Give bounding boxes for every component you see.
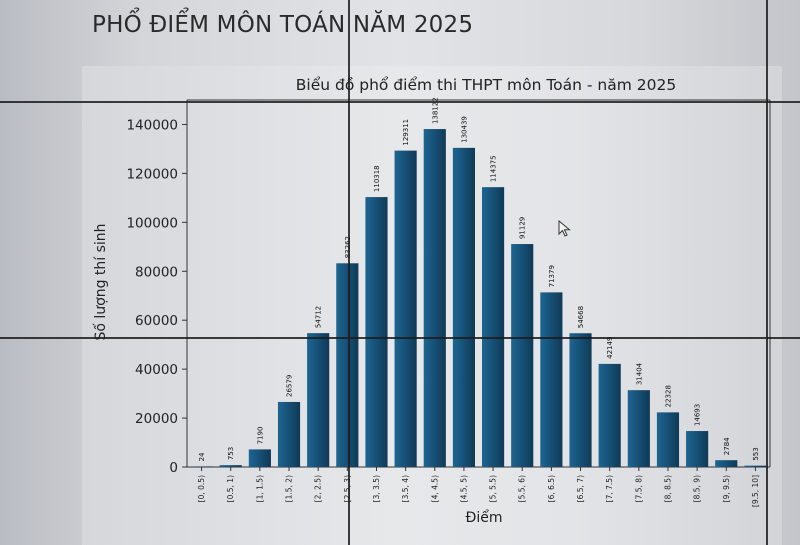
bar-value-label: 42149 [606,337,614,359]
x-tick-label: [2, 2.5) [314,475,323,502]
bar-value-label: 14693 [694,404,702,426]
x-tick-labels: [0, 0.5) [0.5, 1) [1, 1.5) [1.5, 2) [2, 2.5)… [197,475,760,507]
x-axis-label: Điểm [466,509,503,526]
y-tick-label: 120000 [126,166,178,182]
x-tick-label: [4, 4.5) [430,475,439,502]
y-tick-label: 80000 [135,264,178,280]
bar-value-label: 24 [198,452,206,461]
bar [336,263,359,467]
x-tick-label: [3, 3.5) [372,475,381,502]
y-tick-label: 100000 [126,215,178,231]
y-tick-label: 0 [169,460,178,476]
bar-value-label: 138122 [431,97,439,124]
y-tick-label: 60000 [135,313,178,329]
x-tick-label: [9.5, 10] [751,475,760,507]
overlay-horizontal-line-1 [0,101,800,103]
bar-value-label: 54712 [315,306,323,328]
bar-value-label: 22328 [664,385,672,407]
chart-axes [182,99,771,471]
bar-value-label: 553 [752,447,760,460]
overlay-vertical-line-1 [348,0,350,545]
x-tick-label: [0.5, 1) [226,475,235,502]
x-tick-label: [1.5, 2) [285,475,294,502]
bar [248,449,271,467]
bar-value-label: 753 [227,447,235,460]
y-tick-label: 140000 [126,117,178,133]
bar [569,333,592,467]
bar [598,363,621,467]
x-tick-label: [7.5, 8) [634,475,643,502]
bar [656,412,680,467]
x-tick-label: [8, 8.5) [663,475,672,502]
x-tick-label: [3.5, 4) [401,475,410,502]
x-tick-label: [7, 7.5) [605,475,614,502]
bar [307,333,330,467]
overlay-vertical-line-2 [766,0,768,545]
y-tick-label: 40000 [135,362,178,378]
bar [511,244,534,467]
bar-value-label: 91129 [519,217,527,239]
x-tick-label: [1, 1.5) [255,475,264,502]
bar [715,460,738,467]
bar [452,147,476,467]
bar [394,150,417,467]
bar-value-label: 2784 [723,437,731,455]
y-axis-label: Số lượng thí sinh [92,223,109,340]
chart-title: Biểu đồ phổ điểm thi THPT môn Toán - năm… [296,76,676,94]
x-tick-label: [5.5, 6) [518,475,527,502]
bar-value-labels: 24 753 7190 26579 54712 83262 110318 129311 1381… [198,97,760,461]
bar [686,431,709,467]
y-tick-label: 20000 [135,411,178,427]
bar [190,466,213,467]
slide-title: PHỔ ĐIỂM MÔN TOÁN NĂM 2025 [92,12,474,38]
x-tick-label: [6, 6.5) [547,475,556,502]
x-tick-label: [0, 0.5) [197,475,206,502]
mouse-cursor-icon [558,220,571,237]
x-tick-label: [2.5, 3) [343,475,352,502]
bar-value-label: 71379 [548,265,556,287]
bar [627,390,650,467]
bar [540,292,563,467]
bar-value-label: 31404 [635,362,643,385]
bar-value-label: 129311 [402,119,410,146]
bar [744,465,767,467]
overlay-horizontal-line-2 [0,337,800,339]
bar-value-label: 7190 [256,427,264,445]
y-tick-labels: 0 20000 40000 60000 80000 100000 120000 140000 [126,117,178,476]
bar-value-label: 114375 [490,155,498,182]
x-tick-label: [8.5, 9) [693,475,702,502]
bar [365,197,388,467]
x-tick-label: [5, 5.5) [489,475,498,502]
bar-value-label: 110318 [373,165,381,192]
x-tick-label: [4.5, 5) [459,475,468,502]
bar-value-label: 26579 [286,375,294,397]
bar-value-label: 54668 [577,306,585,328]
x-tick-label: [9, 9.5) [722,475,731,502]
bar [219,465,242,467]
bar [423,129,446,467]
x-tick-label: [6.5, 7) [576,475,585,502]
bar-value-label: 83262 [344,236,352,258]
bar [481,187,505,467]
bar-value-label: 130439 [460,116,468,143]
chart-bars [190,129,767,467]
bar [277,401,301,467]
